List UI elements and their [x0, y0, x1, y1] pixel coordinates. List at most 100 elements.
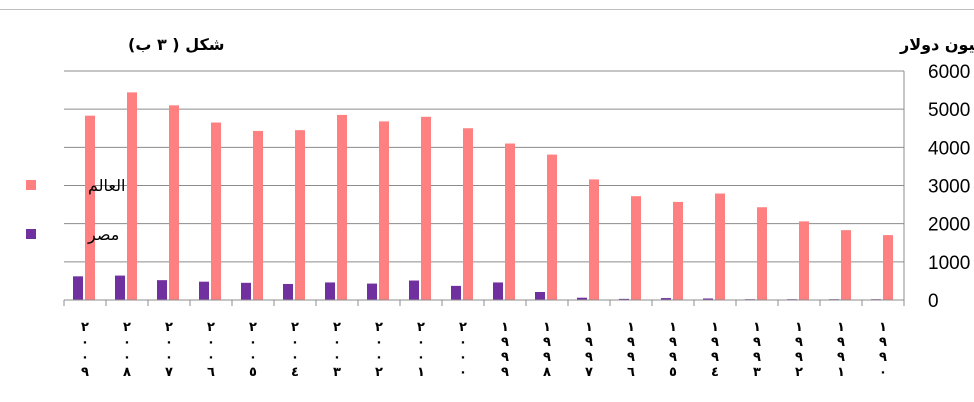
x-tick-label-digit: ٠: [291, 335, 299, 350]
x-tick-label-digit: ٩: [501, 335, 509, 350]
x-tick-label-digit: ٠: [333, 350, 341, 365]
y-tick-label: 5000: [928, 100, 970, 121]
x-tick-label-digit: ٤: [711, 365, 719, 380]
x-tick-label-digit: ٧: [585, 365, 593, 380]
legend-world-swatch: [26, 180, 36, 190]
x-tick-label-digit: ٢: [165, 320, 173, 335]
x-tick-label-digit: ٢: [81, 320, 89, 335]
x-tick-label-digit: ٥: [249, 365, 257, 380]
x-tick-label-digit: ٩: [81, 365, 89, 380]
x-tick-label-digit: ١: [879, 320, 887, 335]
x-tick-label-digit: ٠: [291, 350, 299, 365]
bar-world: [757, 207, 767, 300]
y-tick-labels: 0 1000 2000 3000 4000 5000 6000: [928, 62, 970, 312]
x-tick-labels: ٢٠٠٩٢٠٠٨٢٠٠٧٢٠٠٦٢٠٠٥٢٠٠٤٢٠٠٣٢٠٠٢٢٠٠١٢٠٠٠…: [81, 320, 887, 380]
x-tick-label-digit: ٩: [669, 335, 677, 350]
x-tick-label-digit: ٢: [459, 320, 467, 335]
x-tick-label-digit: ١: [585, 320, 593, 335]
x-tick-label-digit: ٩: [543, 350, 551, 365]
top-divider: [0, 9, 974, 10]
x-tick-label-digit: ١: [753, 320, 761, 335]
bar-world: [337, 114, 347, 301]
bar-world: [127, 92, 137, 300]
bar-world: [673, 201, 683, 300]
x-tick-label-digit: ٢: [375, 365, 383, 380]
bar-egypt: [367, 283, 377, 300]
x-tick-label-digit: ١: [837, 320, 845, 335]
legend-egypt-label: مصر: [87, 225, 119, 245]
x-tick-label-digit: ٩: [879, 335, 887, 350]
y-tick-label: 6000: [928, 62, 970, 83]
x-tick-label-digit: ٠: [123, 335, 131, 350]
x-tick-label-digit: ٢: [123, 320, 131, 335]
x-tick-label-digit: ٢: [291, 320, 299, 335]
x-tick-label-digit: ٣: [753, 365, 761, 380]
x-tick-label-digit: ٢: [375, 320, 383, 335]
bar-egypt: [283, 283, 293, 300]
x-tick-label-digit: ٢: [333, 320, 341, 335]
x-tick-label-digit: ١: [795, 320, 803, 335]
x-tick-label-digit: ٠: [81, 350, 89, 365]
bar-egypt: [661, 298, 671, 300]
x-tick-label-digit: ٩: [753, 335, 761, 350]
bar-world: [799, 221, 809, 300]
x-tick-label-digit: ٢: [417, 320, 425, 335]
bar-egypt: [703, 298, 713, 300]
bar-world: [211, 122, 221, 301]
bar-egypt: [493, 282, 503, 300]
bar-world: [85, 115, 95, 300]
x-tick-label-digit: ٠: [249, 335, 257, 350]
x-tick-label-digit: ٩: [543, 335, 551, 350]
bar-egypt: [577, 297, 587, 300]
y-tick-label: 1000: [928, 253, 970, 274]
bar-egypt: [73, 276, 83, 300]
x-tick-label-digit: ٠: [375, 350, 383, 365]
x-tick-label-digit: ٩: [711, 335, 719, 350]
x-tick-label-digit: ٩: [585, 335, 593, 350]
y-tick-label: 0: [928, 291, 939, 312]
bars: [73, 92, 893, 301]
x-tick-label-digit: ٧: [165, 365, 173, 380]
x-tick-label-digit: ٩: [585, 350, 593, 365]
bar-world: [883, 235, 893, 300]
x-tick-label-digit: ١: [837, 365, 845, 380]
x-tick-label-digit: ٠: [417, 335, 425, 350]
x-tick-label-digit: ٩: [795, 350, 803, 365]
x-tick-label-digit: ٠: [459, 365, 467, 380]
bar-world: [463, 128, 473, 300]
x-tick-label-digit: ١: [501, 320, 509, 335]
x-tick-label-digit: ٩: [501, 365, 509, 380]
x-tick-label-digit: ٩: [501, 350, 509, 365]
bar-egypt: [241, 282, 251, 300]
bar-world: [379, 121, 389, 300]
x-tick-label-digit: ٢: [207, 320, 215, 335]
x-tick-label-digit: ٩: [879, 350, 887, 365]
x-tick-label-digit: ٩: [837, 350, 845, 365]
x-tick-label-digit: ٠: [459, 350, 467, 365]
bar-world: [295, 130, 305, 300]
gridlines: [64, 70, 904, 263]
bar-egypt: [535, 291, 545, 300]
bar-world: [589, 179, 599, 300]
x-tick-label-digit: ٦: [627, 365, 635, 380]
x-tick-label-digit: ٠: [123, 350, 131, 365]
x-tick-label-digit: ٩: [837, 335, 845, 350]
x-tick-label-digit: ٥: [669, 365, 677, 380]
x-tick-label-digit: ٠: [375, 335, 383, 350]
x-tick-label-digit: ٨: [123, 365, 131, 380]
chart-title: قيمة الصادرات بالمليون دولار: [899, 35, 974, 54]
x-tick-label-digit: ٩: [627, 335, 635, 350]
x-tick-label-digit: ١: [669, 320, 677, 335]
bar-egypt: [619, 298, 629, 300]
x-tick-label-digit: ٩: [753, 350, 761, 365]
bar-egypt: [409, 280, 419, 300]
x-tick-label-digit: ٩: [711, 350, 719, 365]
x-tick-label-digit: ٠: [81, 335, 89, 350]
x-tick-label-digit: ٠: [879, 365, 887, 380]
x-tick-label-digit: ١: [543, 320, 551, 335]
bar-world: [841, 230, 851, 300]
x-tick-label-digit: ٢: [795, 365, 803, 380]
y-tick-label: 3000: [928, 177, 970, 198]
bar-egypt: [115, 275, 125, 300]
